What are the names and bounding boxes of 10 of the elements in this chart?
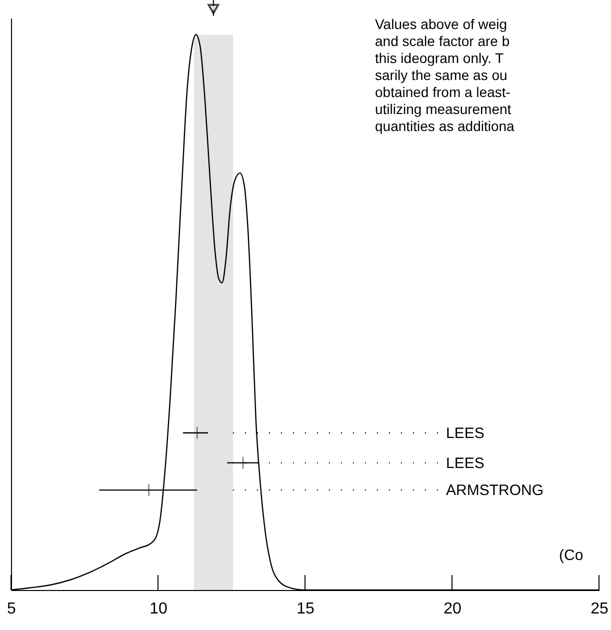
- x-tick-label: 20: [444, 600, 462, 618]
- annotation: LEES: [446, 424, 484, 442]
- annotation: Values above of weig and scale factor are b this ideogram only. T sarily the same as ou obtained from a least- utilizing measurement quantities as additiona: [375, 16, 515, 134]
- x-tick-label: 5: [7, 600, 16, 618]
- x-tick-label: 10: [150, 600, 168, 618]
- x-tick-label: 25: [590, 600, 608, 618]
- annotation: LEES: [446, 454, 484, 472]
- x-tick-label: 15: [296, 600, 314, 618]
- annotation: (Co: [559, 547, 584, 564]
- annotation: ARMSTRONG: [446, 482, 544, 500]
